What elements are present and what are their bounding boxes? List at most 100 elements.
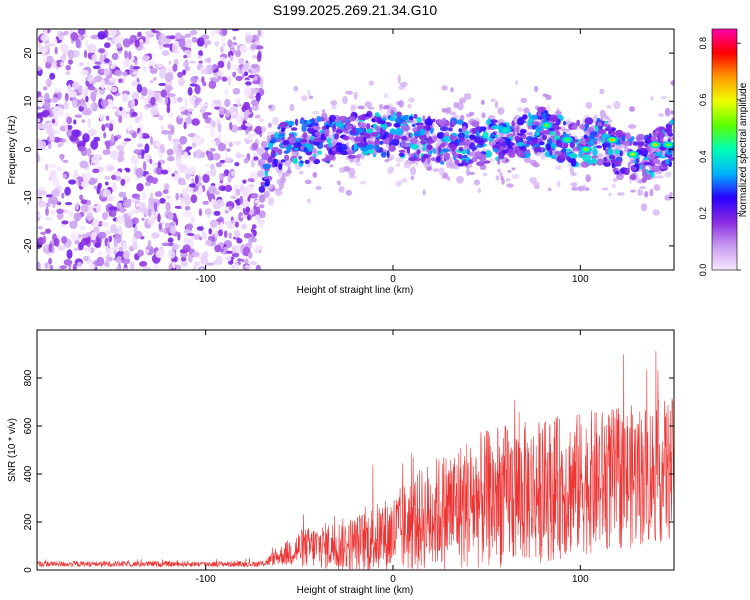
heatmap-noise-cell (248, 251, 253, 259)
heatmap-noise-cell (94, 242, 102, 248)
heatmap-signal-cell (371, 131, 379, 137)
heatmap-noise-cell (52, 177, 60, 187)
heatmap-noise-cell (158, 115, 164, 121)
heatmap-noise-cell (234, 230, 240, 238)
heatmap-noise-cell (204, 208, 212, 216)
heatmap-signal-cell (451, 150, 457, 156)
heatmap-hotspot (566, 138, 569, 141)
heatmap-noise-cell (145, 104, 154, 108)
heatmap-noise-cell (178, 115, 183, 119)
heatmap-noise-cell (213, 210, 221, 216)
heatmap-noise-cell (161, 50, 169, 56)
heatmap-noise-cell (110, 86, 118, 93)
heatmap-noise-cell (46, 78, 52, 88)
heatmap-signal-cell (482, 131, 489, 139)
heatmap-signal-cell (436, 131, 445, 139)
heatmap-halo-cell (480, 99, 485, 105)
heatmap-noise-cell (169, 112, 174, 118)
heatmap-halo-cell (542, 93, 548, 97)
heatmap-signal-cell (658, 151, 663, 158)
heatmap-signal-cell (526, 149, 531, 154)
heatmap-noise-cell (107, 99, 114, 107)
heatmap-signal-cell (301, 123, 307, 132)
heatmap-noise-cell (216, 218, 223, 222)
heatmap-noise-cell (162, 43, 172, 48)
heatmap-noise-cell (49, 196, 58, 204)
heatmap-noise-cell (45, 43, 49, 53)
heatmap-halo-cell (489, 158, 494, 163)
heatmap-signal-cell (270, 150, 276, 158)
heatmap-noise-cell (243, 157, 249, 164)
heatmap-halo-cell (398, 100, 404, 108)
heatmap-noise-cell (115, 175, 122, 181)
heatmap-noise-cell (121, 93, 129, 103)
heatmap-noise-cell (234, 221, 239, 228)
heatmap-noise-cell (48, 257, 53, 265)
heatmap-noise-cell (73, 119, 77, 125)
heatmap-halo-cell (556, 181, 561, 187)
heatmap-noise-cell (164, 96, 169, 105)
heatmap-signal-cell (361, 113, 366, 121)
heatmap-noise-cell (231, 29, 240, 32)
heatmap-noise-cell (110, 150, 119, 160)
heatmap-noise-cell (59, 44, 69, 52)
heatmap-noise-cell (124, 50, 128, 59)
heatmap-signal-cell (332, 124, 337, 133)
heatmap-signal-cell (535, 126, 543, 132)
heatmap-noise-cell (148, 90, 156, 96)
heatmap-noise-cell (61, 236, 68, 244)
heatmap-signal-cell (336, 142, 343, 146)
heatmap-signal-cell (272, 158, 278, 165)
heatmap-noise-cell (104, 176, 110, 180)
heatmap-noise-cell (193, 234, 201, 240)
heatmap-signal-cell (605, 162, 611, 166)
heatmap-noise-cell (181, 256, 187, 263)
heatmap-halo-cell (611, 183, 617, 188)
heatmap-noise-cell (130, 155, 139, 164)
heatmap-noise-cell (182, 244, 191, 252)
heatmap-signal-cell (410, 133, 414, 138)
heatmap-signal-cell (576, 145, 582, 149)
heatmap-noise-cell (208, 228, 212, 235)
heatmap-noise-cell (101, 124, 106, 132)
heatmap-halo-cell (436, 138, 442, 144)
heatmap-noise-cell (184, 33, 192, 38)
heatmap-noise-cell (72, 82, 78, 89)
heatmap-halo-cell (569, 166, 575, 176)
x-tick-label: -100 (196, 574, 216, 585)
heatmap-noise-cell (115, 42, 122, 49)
heatmap-noise-cell (155, 93, 160, 102)
heatmap-signal-cell (580, 161, 590, 168)
heatmap-noise-cell (37, 213, 42, 218)
heatmap-signal-cell (299, 119, 304, 125)
heatmap-noise-cell (192, 265, 197, 270)
heatmap-noise-cell (144, 97, 148, 106)
heatmap-halo-cell (459, 114, 465, 121)
heatmap-signal-cell (606, 125, 612, 132)
heatmap-noise-cell (65, 71, 70, 76)
heatmap-noise-cell (45, 194, 54, 198)
heatmap-noise-cell (243, 86, 252, 97)
heatmap-noise-cell (135, 167, 144, 178)
heatmap-halo-cell (488, 115, 496, 120)
heatmap-noise-cell (64, 124, 69, 133)
heatmap-halo-cell (435, 142, 440, 148)
heatmap-noise-cell (258, 118, 265, 123)
heatmap-signal-cell (665, 158, 670, 165)
heatmap-signal-cell (284, 154, 290, 161)
heatmap-noise-cell (57, 245, 66, 251)
heatmap-noise-cell (140, 95, 145, 100)
heatmap-noise-cell (82, 133, 90, 143)
heatmap-noise-cell (38, 46, 47, 55)
heatmap-noise-cell (143, 152, 149, 162)
heatmap-noise-cell (49, 133, 56, 143)
heatmap-noise-cell (247, 178, 255, 182)
heatmap-signal-cell (659, 136, 664, 143)
heatmap-signal-cell (542, 129, 551, 135)
heatmap-halo-cell (582, 184, 586, 191)
heatmap-signal-cell (479, 126, 487, 132)
heatmap-noise-cell (149, 158, 153, 164)
heatmap-signal-cell (615, 171, 620, 175)
heatmap-signal-cell (491, 125, 501, 130)
heatmap-noise-cell (153, 77, 157, 81)
